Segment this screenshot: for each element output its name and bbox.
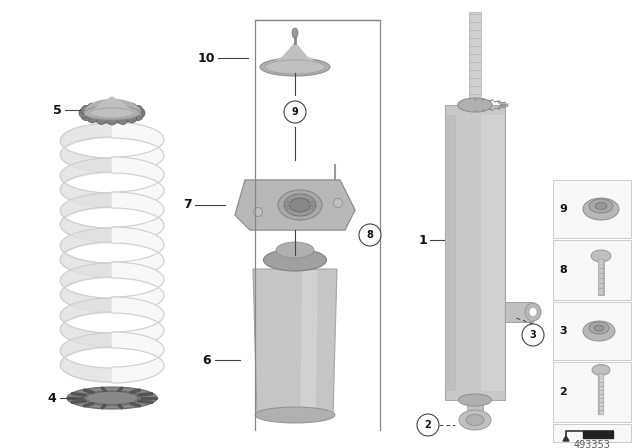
Circle shape — [107, 115, 117, 125]
Polygon shape — [481, 115, 503, 390]
Polygon shape — [563, 436, 569, 441]
Bar — [553, 180, 631, 238]
Circle shape — [79, 108, 89, 118]
Circle shape — [522, 324, 544, 346]
Text: 7: 7 — [182, 198, 191, 211]
Ellipse shape — [459, 410, 491, 430]
Ellipse shape — [594, 325, 604, 331]
Ellipse shape — [276, 242, 314, 258]
Circle shape — [81, 105, 91, 115]
Ellipse shape — [97, 393, 127, 402]
Text: 1: 1 — [419, 233, 428, 246]
Circle shape — [284, 101, 306, 123]
Text: 6: 6 — [203, 353, 211, 366]
Polygon shape — [253, 269, 337, 415]
Bar — [467, 400, 483, 420]
Ellipse shape — [591, 250, 611, 262]
Text: 3: 3 — [530, 330, 536, 340]
Polygon shape — [235, 180, 355, 230]
Ellipse shape — [458, 394, 492, 406]
Ellipse shape — [583, 198, 619, 220]
Text: 493353: 493353 — [573, 440, 611, 448]
Circle shape — [118, 115, 128, 125]
Bar — [469, 12, 481, 105]
Ellipse shape — [260, 58, 330, 76]
Circle shape — [127, 113, 137, 123]
Text: 2: 2 — [559, 387, 567, 397]
Bar — [505, 302, 533, 322]
Ellipse shape — [583, 321, 615, 341]
Circle shape — [127, 103, 137, 113]
Polygon shape — [90, 97, 134, 113]
Text: 5: 5 — [52, 103, 61, 116]
Circle shape — [253, 207, 262, 216]
Circle shape — [333, 198, 342, 207]
Ellipse shape — [458, 98, 492, 112]
Circle shape — [135, 108, 145, 118]
Circle shape — [359, 224, 381, 246]
Polygon shape — [583, 431, 613, 438]
Text: 8: 8 — [367, 230, 373, 240]
Ellipse shape — [80, 103, 144, 123]
Circle shape — [118, 102, 128, 112]
Ellipse shape — [90, 108, 134, 118]
Ellipse shape — [589, 199, 613, 213]
Circle shape — [81, 111, 91, 121]
Circle shape — [87, 103, 97, 113]
Ellipse shape — [265, 60, 325, 74]
Bar — [553, 424, 631, 442]
Ellipse shape — [67, 387, 157, 409]
Text: 8: 8 — [559, 265, 567, 275]
Ellipse shape — [284, 194, 316, 216]
Ellipse shape — [82, 391, 142, 405]
Polygon shape — [447, 115, 455, 390]
Ellipse shape — [264, 249, 326, 271]
Bar — [553, 240, 631, 300]
Bar — [553, 362, 631, 422]
Polygon shape — [301, 271, 317, 410]
Text: 10: 10 — [197, 52, 215, 65]
Text: 2: 2 — [424, 420, 431, 430]
Circle shape — [107, 101, 117, 111]
Bar — [445, 105, 505, 400]
Ellipse shape — [292, 28, 298, 38]
Ellipse shape — [525, 303, 541, 321]
Circle shape — [87, 113, 97, 123]
Ellipse shape — [255, 407, 335, 423]
Text: 4: 4 — [47, 392, 56, 405]
Ellipse shape — [84, 106, 140, 120]
Ellipse shape — [87, 392, 137, 404]
Ellipse shape — [589, 322, 609, 334]
Ellipse shape — [466, 414, 484, 426]
Circle shape — [133, 111, 143, 121]
Circle shape — [96, 102, 106, 112]
Polygon shape — [265, 43, 325, 67]
Ellipse shape — [290, 198, 310, 212]
Text: 9: 9 — [292, 107, 298, 117]
Text: 9: 9 — [559, 204, 567, 214]
Ellipse shape — [529, 307, 537, 316]
Text: 3: 3 — [559, 326, 567, 336]
Ellipse shape — [592, 365, 610, 375]
Circle shape — [133, 105, 143, 115]
Ellipse shape — [278, 190, 322, 220]
Circle shape — [96, 115, 106, 125]
Ellipse shape — [595, 202, 607, 210]
Bar — [553, 302, 631, 360]
Circle shape — [417, 414, 439, 436]
